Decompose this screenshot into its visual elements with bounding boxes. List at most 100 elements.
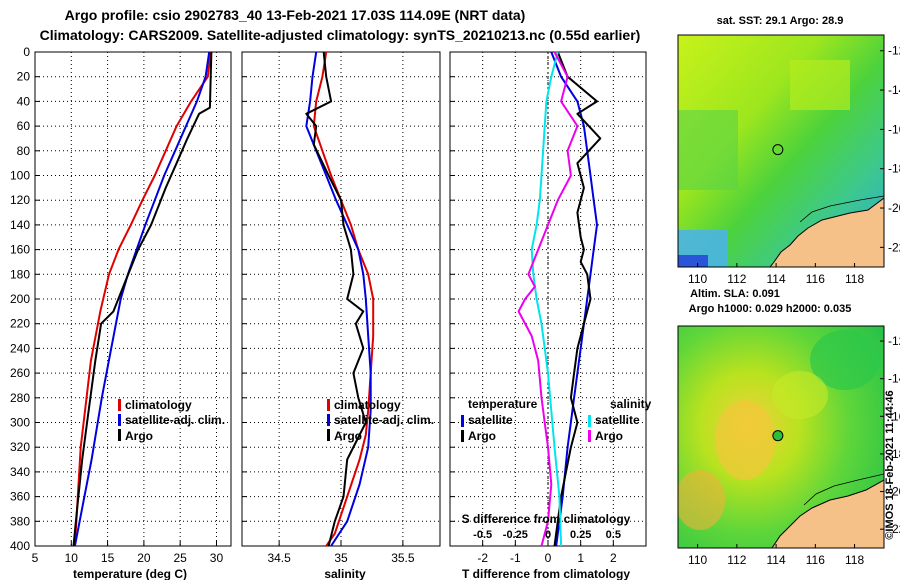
figure-title-line1: Argo profile: csio 2902783_40 13-Feb-202… [65, 7, 526, 23]
secondary-x-tick-label: 0.5 [606, 529, 621, 541]
x-tick-label: 1 [577, 551, 584, 565]
depth-tick-label: 320 [10, 440, 30, 454]
difference-panel: -2 -1 0 1 2 -0.5 -0.25 0 0.25 0.5 [450, 51, 646, 565]
legend-label-satellite: satellite-adj. clim. [125, 413, 225, 427]
sst-land [769, 197, 884, 267]
series-line-climatology [73, 51, 212, 547]
series-line-salinity-argo [517, 51, 579, 547]
depth-tick-label: 120 [10, 193, 30, 207]
figure-title-line2: Climatology: CARS2009. Satellite-adjuste… [40, 27, 641, 43]
map-x-tick-label: 116 [806, 553, 825, 567]
legend-title-salinity: salinity [610, 397, 652, 411]
x-tick-label: 35.5 [391, 551, 415, 565]
x-tick-label: 0 [545, 551, 552, 565]
legend-swatch-satellite [118, 414, 121, 426]
series-line-argo [72, 51, 213, 547]
sdiff-xlabel: S difference from climatology [462, 512, 631, 526]
depth-tick-label: 400 [10, 539, 30, 553]
sla-map-title-line1: Altim. SLA: 0.091 [690, 288, 780, 300]
sst-map-axes: -12 -14 -16 -18 -20 -22 110 112 114 116 118 [688, 44, 900, 286]
depth-tick-label: 40 [17, 94, 31, 108]
legend-title-temperature: temperature [468, 397, 538, 411]
series-line-salinity-satellite [530, 51, 563, 547]
legend-label-s-argo: Argo [595, 429, 623, 443]
legend-swatch-climatology [118, 399, 121, 411]
series-line-climatology [312, 51, 375, 547]
map-y-tick-label: -12 [888, 334, 900, 348]
secondary-x-tick-label: -0.25 [503, 529, 528, 541]
temperature-panel-frame [34, 51, 232, 547]
legend-label-t-argo: Argo [468, 429, 496, 443]
depth-tick-label: 260 [10, 366, 30, 380]
x-tick-label: -2 [477, 551, 488, 565]
copyright-credit: ©IMOS 18-Feb-2021 11:44:46 [884, 390, 896, 539]
depth-tick-label: 340 [10, 465, 30, 479]
map-x-tick-label: 112 [727, 272, 746, 286]
x-tick-label: 2 [610, 551, 617, 565]
map-y-tick-label: -22 [888, 240, 900, 254]
sst-isobath [799, 195, 884, 223]
depth-tick-label: 240 [10, 341, 30, 355]
depth-tick-label: 20 [17, 70, 31, 84]
series-line-temperature-argo [553, 51, 602, 547]
depth-tick-label: 80 [17, 144, 31, 158]
sst-patch [678, 255, 708, 267]
map-x-tick-label: 118 [845, 553, 864, 567]
map-x-tick-label: 112 [727, 553, 746, 567]
secondary-x-tick-label: 0 [545, 529, 551, 541]
map-x-tick-label: 118 [845, 272, 864, 286]
map-y-tick-label: -20 [888, 201, 900, 215]
series-line-satellite-adj-clim- [305, 51, 372, 547]
legend-label-s-satellite: satellite [595, 413, 640, 427]
depth-tick-label: 200 [10, 292, 30, 306]
legend-swatch-s-satellite [588, 415, 591, 427]
depth-tick-label: 140 [10, 218, 30, 232]
legend-swatch-climatology [327, 399, 330, 411]
sla-isobath [803, 473, 884, 506]
depth-tick-label: 300 [10, 416, 30, 430]
temperature-xlabel: temperature (deg C) [73, 567, 187, 580]
depth-tick-label: 380 [10, 514, 30, 528]
legend-label-argo: Argo [125, 429, 153, 443]
secondary-x-tick-label: 0.25 [570, 529, 591, 541]
map-y-tick-label: -18 [888, 447, 900, 461]
x-tick-label: 34.5 [267, 551, 291, 565]
depth-axis: 0 20 40 60 80 100 120 140 160 180 200 220 240 260 280 3… [10, 45, 30, 553]
difference-legend: temperature satellite Argo salinity sate… [461, 397, 652, 443]
sla-map-title-line2: Argo h1000: 0.029 h2000: 0.035 [689, 303, 852, 315]
depth-tick-label: 0 [23, 45, 30, 59]
sst-map-title: sat. SST: 29.1 Argo: 28.9 [717, 15, 844, 27]
map-x-tick-label: 114 [767, 553, 786, 567]
secondary-x-tick-label: -0.5 [473, 529, 492, 541]
temperature-legend: climatology satellite-adj. clim. Argo [118, 398, 225, 443]
legend-swatch-argo [118, 429, 121, 441]
sla-patch [715, 400, 775, 480]
x-tick-label: 35 [334, 551, 348, 565]
sst-patch [678, 110, 738, 190]
x-tick-label: 5 [32, 551, 39, 565]
legend-swatch-t-satellite [461, 415, 464, 427]
map-x-tick-label: 114 [767, 272, 786, 286]
sst-patch [790, 60, 850, 110]
map-y-tick-label: -14 [888, 83, 900, 97]
legend-swatch-s-argo [588, 430, 591, 442]
x-tick-label: 20 [137, 551, 151, 565]
series-line-satellite-adj-clim- [73, 51, 211, 547]
salinity-xlabel: salinity [324, 567, 366, 580]
map-y-tick-label: -16 [888, 409, 900, 423]
depth-tick-label: 60 [17, 119, 31, 133]
salinity-legend: climatology satellite-adj. clim. Argo [327, 398, 434, 443]
map-x-tick-label: 110 [688, 272, 707, 286]
sst-map [678, 35, 884, 267]
map-y-tick-label: -14 [888, 372, 900, 386]
map-x-tick-label: 110 [688, 553, 707, 567]
series-line-argo [305, 51, 367, 547]
legend-label-argo: Argo [334, 429, 362, 443]
legend-swatch-satellite [327, 414, 330, 426]
sst-argo-location-marker [772, 144, 784, 156]
sla-patch [772, 371, 828, 419]
sla-patch [810, 330, 880, 390]
map-y-tick-label: -22 [888, 522, 900, 536]
map-y-tick-label: -12 [888, 44, 900, 58]
